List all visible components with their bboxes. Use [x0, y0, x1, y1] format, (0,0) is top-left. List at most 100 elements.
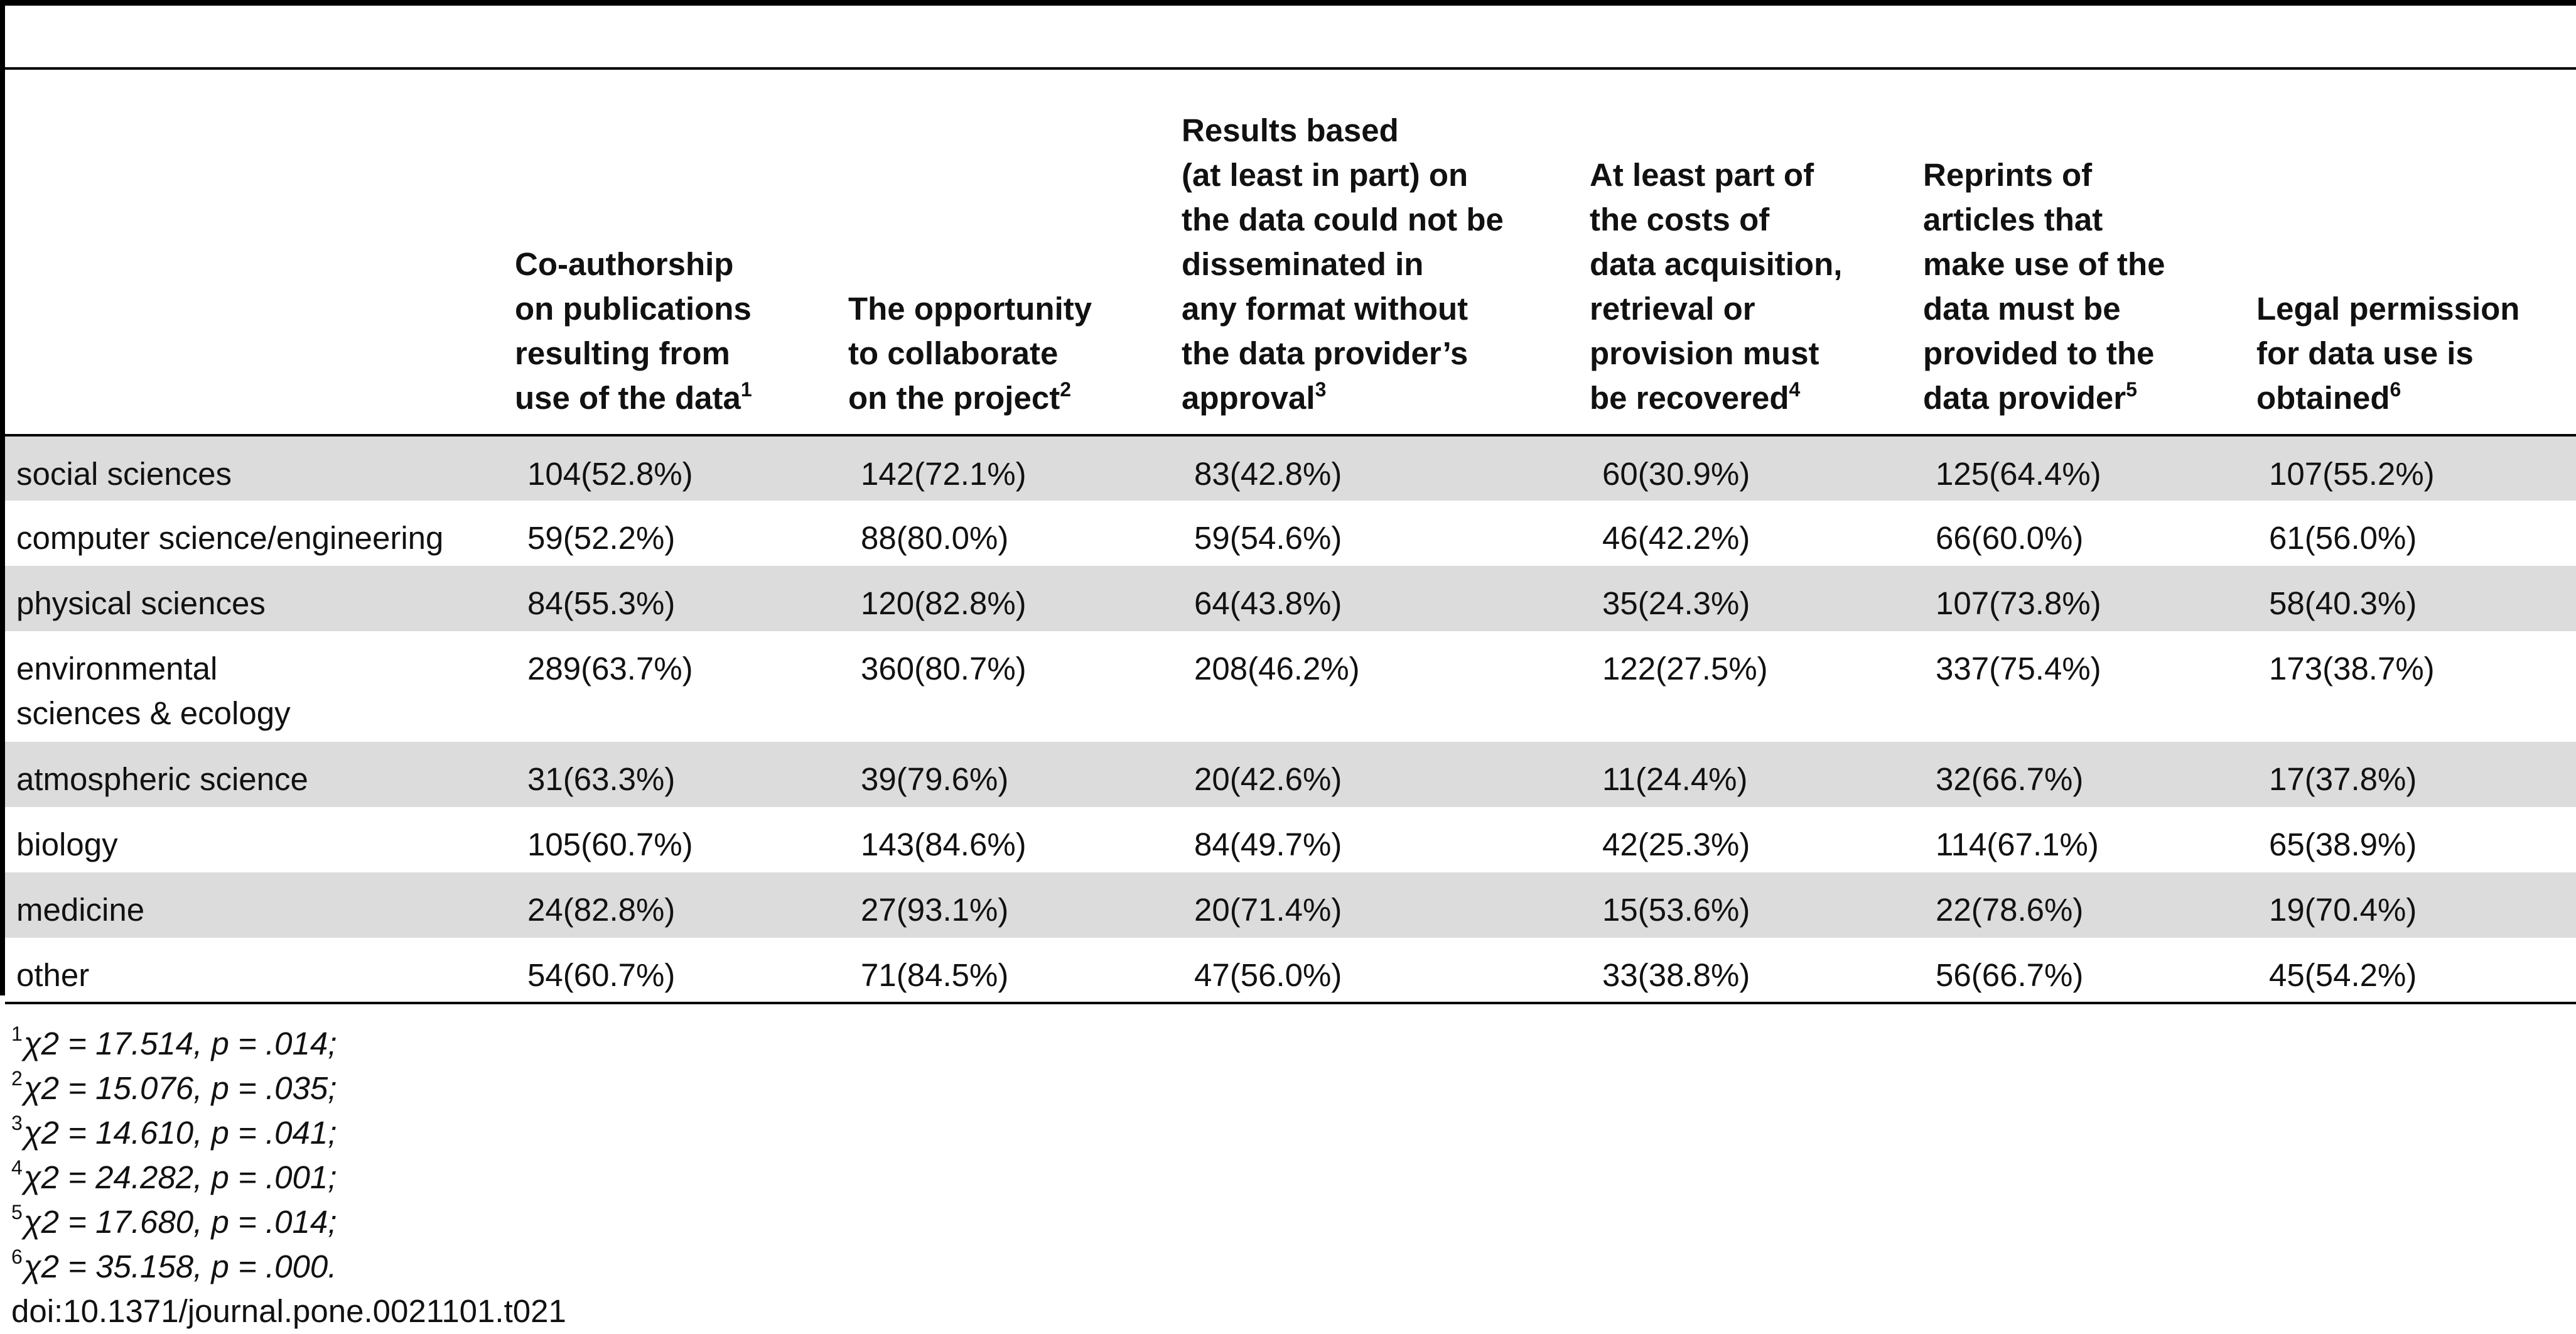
footnote-marker: 4 [11, 1156, 23, 1179]
table-cell: 142(72.1%) [848, 435, 1182, 501]
table-cell: 59(54.6%) [1194, 520, 1342, 556]
table-cell: 11(24.4%) [1590, 742, 1923, 807]
table-cell: 125(64.4%) [1923, 435, 2256, 501]
footnote-marker: 6 [11, 1245, 23, 1268]
table-cell: 61(56.0%) [2269, 520, 2417, 556]
footnote-4: 4χ2 = 24.282, p = .001; [11, 1155, 566, 1200]
table-cell: 32(66.7%) [1923, 742, 2256, 807]
table-cell: 143(84.6%) [861, 827, 1027, 862]
table-cell: 104(52.8%) [515, 435, 848, 501]
table-cell: 20(71.4%) [1182, 872, 1590, 938]
table-row-social-sciences: social sciences 104(52.8%) 142(72.1%) 83… [5, 435, 2576, 501]
table-cell: 58(40.3%) [2256, 566, 2576, 631]
table-cell: 83(42.8%) [1182, 435, 1590, 501]
table-cell: 84(55.3%) [515, 566, 848, 631]
table-body: social sciences 104(52.8%) 142(72.1%) 83… [5, 435, 2576, 1004]
table-cell: 39(79.6%) [848, 742, 1182, 807]
column-header-dissemination-approval: Results based (at least in part) on the … [1182, 70, 1590, 437]
table-cell: 56(66.7%) [1923, 938, 2256, 1004]
left-rule [0, 0, 5, 995]
table-cell: 20(42.6%) [1182, 742, 1590, 807]
table-cell: 15(53.6%) [1590, 872, 1923, 938]
table-cell: 22(78.6%) [1923, 872, 2256, 938]
footnote-6: 6χ2 = 35.158, p = .000. [11, 1244, 566, 1289]
column-header-label: The opportunity to collaborate on the pr… [848, 291, 1092, 416]
column-header-label: Reprints of articles that make use of th… [1923, 157, 2165, 416]
table-cell: 54(60.7%) [515, 938, 848, 1004]
table-cell: 17(37.8%) [2256, 742, 2576, 807]
footnote-ref: 3 [1315, 378, 1327, 401]
table-cell: 360(80.7%) [861, 651, 1027, 686]
table-cell: 64(43.8%) [1182, 566, 1590, 631]
footnote-ref: 6 [2390, 378, 2401, 401]
table-row-medicine: medicine 24(82.8%) 27(93.1%) 20(71.4%) 1… [5, 872, 2576, 938]
row-label: biology [16, 827, 118, 862]
row-label: other [5, 938, 515, 1004]
table-cell: 60(30.9%) [1590, 435, 1923, 501]
footnote-marker: 2 [11, 1067, 23, 1090]
table-cell: 65(38.9%) [2269, 827, 2417, 862]
row-label: physical sciences [5, 566, 515, 631]
row-label: social sciences [5, 435, 515, 501]
table-cell: 66(60.0%) [1936, 520, 2084, 556]
footnote-ref: 5 [2126, 378, 2137, 401]
footnote-ref: 2 [1060, 378, 1071, 401]
top-rule [0, 0, 2576, 6]
column-header-label: Results based (at least in part) on the … [1182, 112, 1504, 416]
table-cell: 24(82.8%) [515, 872, 848, 938]
row-label: atmospheric science [5, 742, 515, 807]
table-cell: 337(75.4%) [1936, 651, 2101, 686]
table-row-computer-science: computer science/engineering 59(52.2%) 8… [5, 501, 2576, 566]
table-cell: 46(42.2%) [1602, 520, 1750, 556]
table-cell: 33(38.8%) [1590, 938, 1923, 1004]
table-row-environmental-sciences: environmental sciences & ecology 289(63.… [5, 631, 2576, 742]
table-row-other: other 54(60.7%) 71(84.5%) 47(56.0%) 33(3… [5, 938, 2576, 1004]
doi-link[interactable]: doi:10.1371/journal.pone.0021101.t021 [11, 1293, 566, 1329]
table-cell: 31(63.3%) [515, 742, 848, 807]
footnote-text: χ2 = 17.514, p = .014; [23, 1026, 337, 1061]
footnote-marker: 5 [11, 1201, 23, 1223]
table-cell: 88(80.0%) [861, 520, 1009, 556]
table-cell: 35(24.3%) [1590, 566, 1923, 631]
footnote-marker: 3 [11, 1112, 23, 1134]
table-cell: 105(60.7%) [527, 827, 693, 862]
row-label: computer science/engineering [16, 520, 444, 556]
footnote-ref: 4 [1789, 378, 1801, 401]
table-cell: 107(55.2%) [2256, 435, 2576, 501]
footnote-ref: 1 [740, 378, 752, 401]
footnote-text: χ2 = 24.282, p = .001; [23, 1159, 337, 1195]
column-header-field [5, 70, 515, 437]
table-cell: 114(67.1%) [1936, 827, 2099, 862]
table-cell: 120(82.8%) [848, 566, 1182, 631]
table-cell: 42(25.3%) [1602, 827, 1750, 862]
column-header-reprints: Reprints of articles that make use of th… [1923, 70, 2256, 437]
table-row-biology: biology 105(60.7%) 143(84.6%) 84(49.7%) … [5, 807, 2576, 872]
footnote-text: χ2 = 35.158, p = .000. [23, 1249, 337, 1284]
table-cell: 19(70.4%) [2256, 872, 2576, 938]
table-cell: 59(52.2%) [527, 520, 676, 556]
column-header-collaborate: The opportunity to collaborate on the pr… [848, 70, 1182, 437]
footnotes: 1χ2 = 17.514, p = .014; 2χ2 = 15.076, p … [11, 1021, 566, 1333]
table-cell: 173(38.7%) [2269, 651, 2435, 686]
table-cell: 47(56.0%) [1182, 938, 1590, 1004]
footnote-5: 5χ2 = 17.680, p = .014; [11, 1200, 566, 1244]
row-label: environmental sciences & ecology [16, 651, 291, 731]
footnote-text: χ2 = 14.610, p = .041; [23, 1115, 337, 1151]
column-header-legal-permission: Legal permission for data use is obtaine… [2256, 70, 2576, 437]
table-cell: 107(73.8%) [1923, 566, 2256, 631]
column-header-label: At least part of the costs of data acqui… [1590, 157, 1843, 416]
table-row-atmospheric-science: atmospheric science 31(63.3%) 39(79.6%) … [5, 742, 2576, 807]
table-cell: 45(54.2%) [2256, 938, 2576, 1004]
table-cell: 208(46.2%) [1194, 651, 1360, 686]
table-cell: 71(84.5%) [848, 938, 1182, 1004]
footnote-2: 2χ2 = 15.076, p = .035; [11, 1066, 566, 1110]
header-top-rule [5, 67, 2576, 70]
column-header-coauthorship: Co-authorship on publications resulting … [515, 70, 848, 437]
table-cell: 289(63.7%) [527, 651, 693, 686]
footnote-text: χ2 = 17.680, p = .014; [23, 1204, 337, 1240]
column-header-label: Co-authorship on publications resulting … [515, 246, 752, 416]
footnote-3: 3χ2 = 14.610, p = .041; [11, 1110, 566, 1155]
footnote-marker: 1 [11, 1022, 23, 1045]
table-cell: 27(93.1%) [848, 872, 1182, 938]
footnote-1: 1χ2 = 17.514, p = .014; [11, 1021, 566, 1066]
